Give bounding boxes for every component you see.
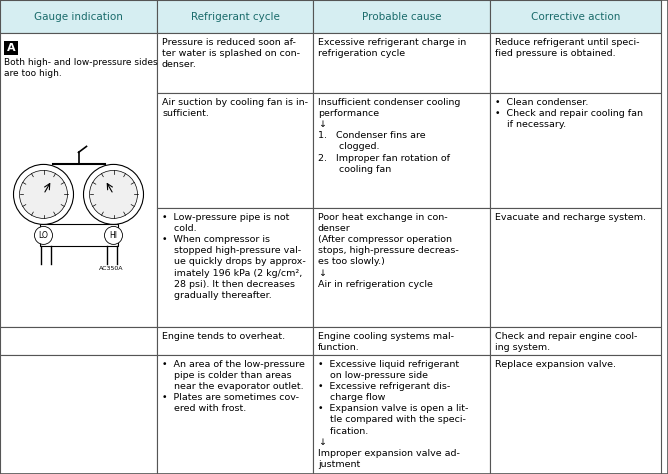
Circle shape [84, 164, 144, 224]
Circle shape [19, 170, 67, 219]
Bar [313, 355, 490, 474]
Text: Refrigerant cycle: Refrigerant cycle [190, 11, 279, 21]
Bar [0, 355, 157, 474]
Text: LO: LO [41, 231, 52, 240]
Text: Poor heat exchange in con-
denser
(After compressor operation
stops, high-pressu: Poor heat exchange in con- denser (After… [318, 213, 459, 289]
Bar [490, 93, 661, 208]
Bar [490, 327, 661, 355]
Text: Excessive refrigerant charge in
refrigeration cycle: Excessive refrigerant charge in refriger… [318, 38, 466, 58]
Bar [313, 93, 490, 208]
Text: •  An area of the low-pressure
    pipe is colder than areas
    near the evapor: • An area of the low-pressure pipe is co… [162, 360, 305, 413]
Bar [313, 0, 490, 33]
Text: AC350A: AC350A [98, 266, 123, 272]
Text: •  Clean condenser.
•  Check and repair cooling fan
    if necessary.: • Clean condenser. • Check and repair co… [495, 98, 643, 129]
Text: Engine cooling systems mal-
function.: Engine cooling systems mal- function. [318, 332, 454, 352]
Text: HI: HI [106, 231, 115, 240]
Bar [157, 33, 313, 93]
Circle shape [104, 227, 122, 245]
Text: Air suction by cooling fan is in-
sufficient.: Air suction by cooling fan is in- suffic… [162, 98, 308, 118]
Bar [157, 355, 313, 474]
Text: Pressure is reduced soon af-
ter water is splashed on con-
denser.: Pressure is reduced soon af- ter water i… [162, 38, 300, 69]
Circle shape [90, 170, 138, 219]
Bar [157, 93, 313, 208]
Text: LO: LO [39, 231, 49, 240]
Text: HI: HI [110, 231, 118, 240]
Bar [157, 208, 313, 327]
Text: Engine tends to overheat.: Engine tends to overheat. [162, 332, 285, 341]
Bar [157, 0, 313, 33]
Text: •  Low-pressure pipe is not
    cold.
•  When compressor is
    stopped high-pre: • Low-pressure pipe is not cold. • When … [162, 213, 306, 300]
Text: Corrective action: Corrective action [531, 11, 620, 21]
Bar [39, 224, 118, 246]
Text: Reduce refrigerant until speci-
fied pressure is obtained.: Reduce refrigerant until speci- fied pre… [495, 38, 639, 58]
Bar [4, 41, 18, 55]
Text: A: A [7, 43, 15, 53]
Text: Both high- and low-pressure sides
are too high.: Both high- and low-pressure sides are to… [4, 58, 158, 78]
Bar [490, 33, 661, 93]
Circle shape [35, 227, 53, 245]
Text: Gauge indication: Gauge indication [34, 11, 123, 21]
Bar [0, 327, 157, 355]
Text: Evacuate and recharge system.: Evacuate and recharge system. [495, 213, 646, 222]
Bar [0, 0, 157, 33]
Bar [313, 33, 490, 93]
Bar [490, 0, 661, 33]
Circle shape [13, 164, 73, 224]
Bar [490, 355, 661, 474]
Bar [157, 327, 313, 355]
Text: •  Excessive liquid refrigerant
    on low-pressure side
•  Excessive refrigeran: • Excessive liquid refrigerant on low-pr… [318, 360, 468, 469]
Bar [313, 327, 490, 355]
Text: Insufficient condenser cooling
performance
↓
1.   Condenser fins are
       clog: Insufficient condenser cooling performan… [318, 98, 460, 173]
Text: Replace expansion valve.: Replace expansion valve. [495, 360, 616, 369]
Bar [490, 208, 661, 327]
Text: Probable cause: Probable cause [362, 11, 442, 21]
Bar [313, 208, 490, 327]
Bar [0, 33, 157, 327]
Text: Check and repair engine cool-
ing system.: Check and repair engine cool- ing system… [495, 332, 637, 352]
